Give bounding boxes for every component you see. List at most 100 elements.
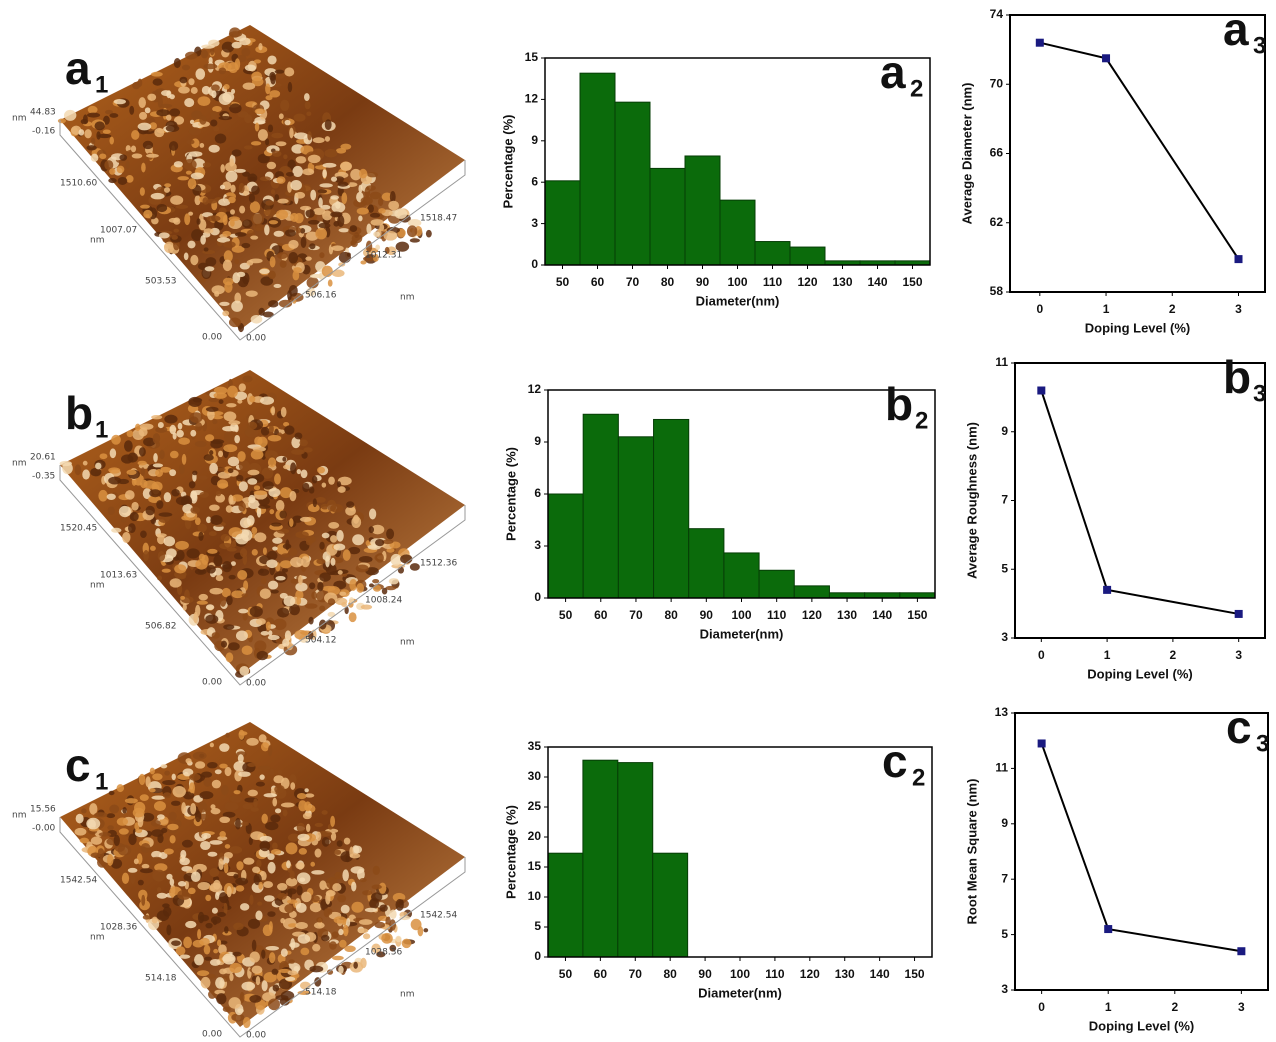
afm-grain <box>289 128 293 139</box>
afm-grain <box>342 869 349 881</box>
afm-grain <box>232 541 237 548</box>
afm-grain <box>172 774 176 781</box>
afm-grain <box>351 516 361 528</box>
afm-grain <box>220 596 226 607</box>
afm-grain <box>174 564 186 573</box>
afm-grain <box>189 127 201 135</box>
afm-grain <box>363 933 370 939</box>
afm-grain <box>280 100 289 112</box>
afm-grain <box>212 90 217 98</box>
afm-grain <box>265 83 270 94</box>
afm-z-label: -0.35 <box>32 472 55 482</box>
afm-grain <box>304 788 308 792</box>
afm-grain <box>151 415 162 419</box>
y-axis-label: Average Diameter (nm) <box>959 83 974 225</box>
afm-grain <box>146 506 155 516</box>
afm-grain <box>184 252 189 260</box>
afm-grain <box>315 228 327 240</box>
afm-grain <box>234 259 239 264</box>
afm-grain <box>75 828 87 836</box>
afm-grain <box>296 903 307 913</box>
afm-grain <box>398 567 404 574</box>
afm-grain <box>223 260 232 271</box>
afm-y-label: 1542.54 <box>60 876 97 886</box>
afm-grain <box>216 575 223 581</box>
afm-grain <box>222 561 232 572</box>
afm-grain <box>331 176 337 181</box>
afm-grain <box>199 594 208 601</box>
afm-grain <box>313 498 317 507</box>
afm-grain <box>188 151 202 157</box>
afm-grain <box>195 517 201 525</box>
afm-grain <box>334 850 341 855</box>
afm-grain <box>243 82 256 89</box>
afm-grain <box>139 447 146 456</box>
afm-grain <box>290 462 296 474</box>
afm-grain <box>135 424 140 431</box>
afm-grain <box>224 863 229 874</box>
afm-grain <box>161 764 168 768</box>
x-tick-label: 1 <box>1105 1000 1112 1014</box>
afm-grain <box>283 154 287 159</box>
afm-z-label: 15.56 <box>30 805 56 815</box>
afm-grain <box>95 121 105 130</box>
afm-x-label: 506.16 <box>305 291 337 301</box>
afm-grain <box>239 183 245 193</box>
afm-grain <box>268 435 281 442</box>
afm-grain <box>209 531 217 536</box>
afm-grain <box>426 230 432 238</box>
afm-grain <box>334 872 341 879</box>
afm-z-label: 20.61 <box>30 453 56 463</box>
bar <box>689 529 724 598</box>
afm-grain <box>254 491 267 496</box>
afm-grain <box>178 881 186 886</box>
afm-grain <box>290 180 302 190</box>
afm-grain <box>205 923 212 929</box>
afm-unit: nm <box>400 638 414 648</box>
afm-grain <box>170 195 183 204</box>
afm-grain <box>252 940 257 952</box>
afm-grain <box>239 461 250 472</box>
afm-grain <box>99 832 112 836</box>
afm-grain <box>154 128 164 137</box>
afm-grain <box>262 481 273 490</box>
afm-grain <box>166 90 171 98</box>
afm-grain <box>227 886 232 897</box>
afm-grain <box>394 208 407 219</box>
afm-grain <box>319 183 333 187</box>
afm-grain <box>247 422 257 430</box>
afm-grain <box>275 70 285 74</box>
afm-grain <box>294 433 302 440</box>
bar <box>618 763 653 957</box>
afm-grain <box>293 166 303 177</box>
afm-grain <box>213 949 218 954</box>
afm-grain <box>247 515 255 526</box>
afm-grain <box>209 463 218 474</box>
afm-grain <box>170 425 177 435</box>
point <box>1038 739 1046 747</box>
x-tick-label: 1 <box>1104 648 1111 662</box>
afm-grain <box>230 185 235 193</box>
afm-grain <box>251 527 257 534</box>
afm-grain <box>227 386 238 398</box>
afm-grain <box>210 111 218 120</box>
afm-grain <box>111 528 121 533</box>
afm-grain <box>249 895 253 905</box>
afm-grain <box>298 934 310 944</box>
x-tick-label: 150 <box>902 275 922 289</box>
afm-grain <box>237 451 245 462</box>
afm-grain <box>210 959 221 966</box>
afm-grain <box>87 113 100 118</box>
afm-grain <box>222 426 235 431</box>
afm-grain <box>188 397 201 407</box>
afm-grain <box>224 84 230 90</box>
afm-grain <box>189 774 200 781</box>
afm-grain <box>322 533 330 539</box>
bar <box>653 853 688 957</box>
afm-grain <box>318 197 323 207</box>
afm-grain <box>252 966 263 974</box>
afm-grain <box>130 512 139 521</box>
afm-grain <box>266 946 279 951</box>
afm-grain <box>265 200 274 205</box>
bar <box>755 242 790 265</box>
